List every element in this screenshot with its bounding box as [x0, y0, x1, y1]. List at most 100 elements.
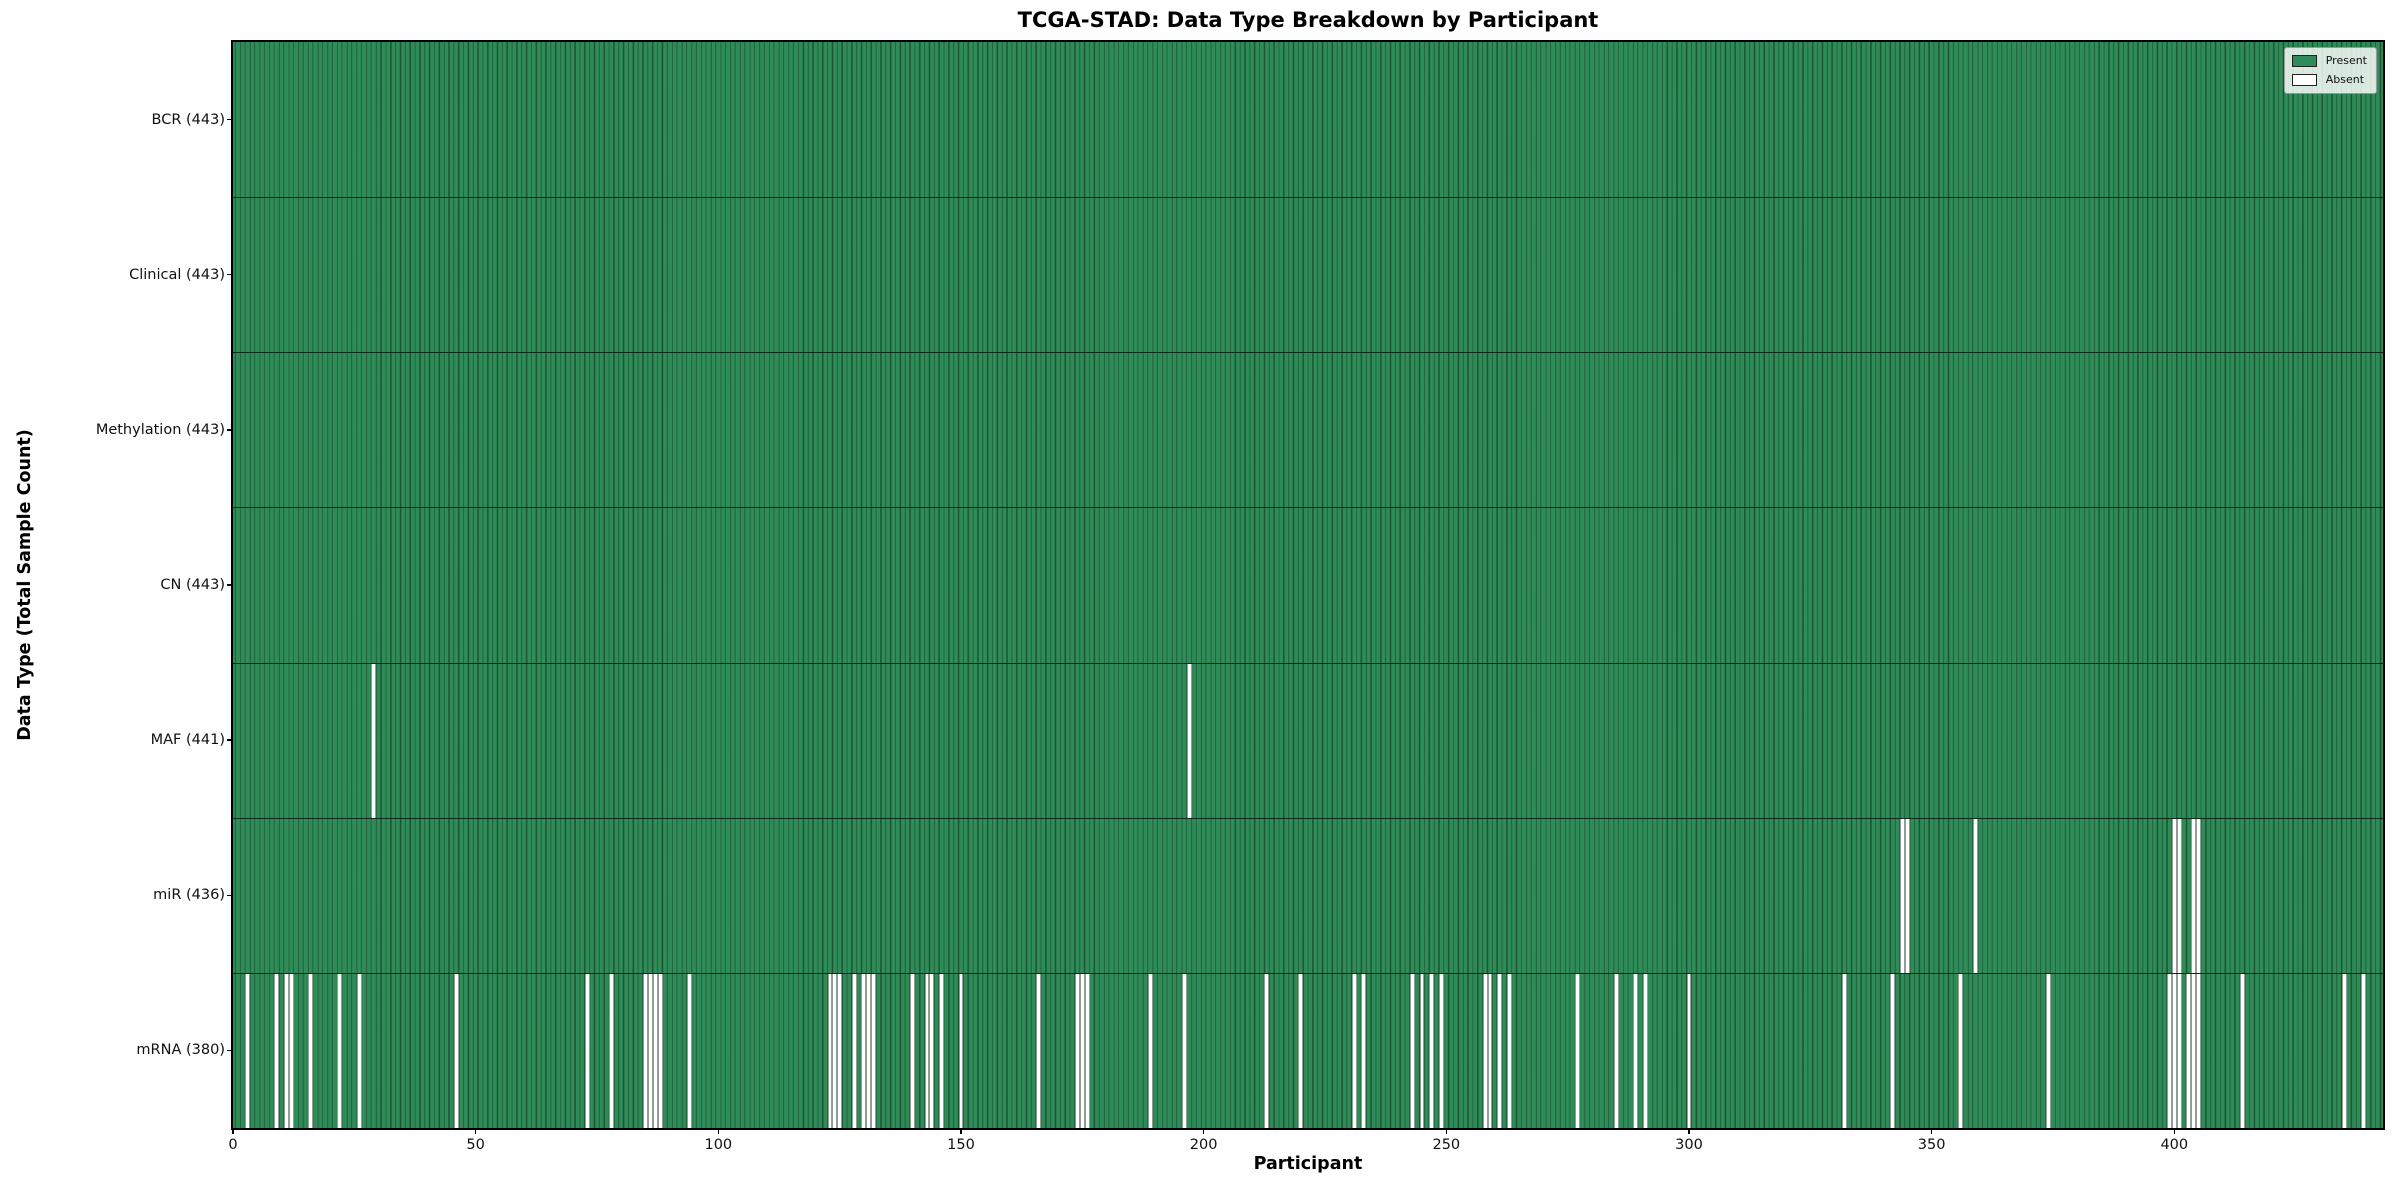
y-tick-mark — [227, 274, 233, 276]
absent-cell — [1361, 973, 1367, 1128]
absent-cell — [337, 973, 343, 1128]
absent-cell — [686, 973, 692, 1128]
x-tick-mark — [1445, 1128, 1447, 1134]
y-tick-label: Clinical (443) — [129, 266, 225, 283]
absent-cell — [1900, 818, 1905, 973]
y-tick-mark — [227, 1049, 233, 1052]
absent-cell — [939, 973, 944, 1128]
absent-cell — [647, 973, 653, 1128]
x-axis-label: Participant — [1253, 1154, 1363, 1174]
y-tick-label: BCR (443) — [151, 111, 226, 128]
absent-cell — [910, 973, 915, 1128]
absent-cell — [1497, 973, 1503, 1128]
heatmap-row-BCR — [233, 42, 2383, 197]
x-tick-label: 200 — [1189, 1137, 1218, 1153]
absent-cell — [1351, 973, 1357, 1128]
absent-cell — [837, 973, 843, 1128]
chart-title: TCGA-STAD: Data Type Breakdown by Partic… — [1017, 8, 1599, 32]
absent-cell — [2176, 973, 2182, 1128]
absent-cell — [2176, 818, 2182, 973]
absent-cell — [2171, 973, 2177, 1128]
y-tick-mark — [227, 584, 233, 586]
absent-cell — [2239, 973, 2245, 1128]
x-tick-label: 250 — [1432, 1137, 1461, 1153]
absent-cell — [1482, 973, 1488, 1128]
absent-cell — [308, 973, 314, 1128]
absent-cell — [832, 973, 838, 1128]
absent-cell — [1298, 973, 1304, 1128]
x-tick-mark — [2173, 1128, 2175, 1134]
absent-cell — [929, 973, 935, 1128]
x-tick-label: 400 — [2160, 1137, 2189, 1153]
absent-cell — [1958, 973, 1964, 1128]
legend-label: Absent — [2325, 73, 2365, 86]
absent-cell — [2191, 973, 2197, 1128]
absent-cell — [924, 973, 930, 1128]
x-tick-label: 50 — [466, 1137, 485, 1153]
absent-cell — [2186, 973, 2192, 1128]
absent-cell — [851, 973, 857, 1128]
x-tick-label: 350 — [1917, 1137, 1946, 1153]
heatmap-row-MAF — [233, 662, 2383, 818]
absent-cell — [1642, 973, 1648, 1128]
x-tick-label: 300 — [1675, 1137, 1703, 1153]
x-tick-label: 150 — [947, 1137, 975, 1153]
y-tick-label: MAF (441) — [150, 732, 225, 749]
absent-cell — [861, 973, 867, 1128]
absent-cell — [1181, 973, 1187, 1128]
legend: Present Absent — [2283, 47, 2377, 94]
x-tick-label: 100 — [704, 1137, 733, 1153]
x-tick-label: 0 — [228, 1137, 238, 1153]
absent-cell — [652, 973, 658, 1128]
absent-cell — [1439, 973, 1444, 1128]
absent-cell — [453, 973, 459, 1128]
y-tick-mark — [227, 429, 233, 431]
absent-cell — [2191, 818, 2197, 973]
x-tick-mark — [717, 1128, 720, 1134]
y-tick-label: Methylation (443) — [95, 421, 225, 438]
absent-cell — [2171, 818, 2177, 973]
x-tick-mark — [960, 1128, 962, 1134]
heatmap-row-Clinical — [233, 197, 2383, 352]
absent-cell — [1574, 973, 1580, 1128]
absent-cell — [245, 973, 250, 1128]
absent-cell — [866, 973, 872, 1128]
absent-cell — [609, 973, 614, 1128]
absent-cell — [584, 973, 590, 1128]
absent-cell — [283, 973, 289, 1128]
plot-area: Present Absent — [231, 40, 2385, 1130]
x-tick-mark — [1202, 1128, 1205, 1134]
absent-cell — [2361, 973, 2366, 1128]
absent-cell — [1633, 973, 1638, 1128]
absent-cell — [2045, 973, 2051, 1128]
legend-swatch-icon — [2291, 73, 2317, 86]
absent-cell — [1075, 973, 1080, 1128]
absent-cell — [1084, 973, 1090, 1128]
absent-cell — [356, 973, 362, 1128]
absent-cell — [871, 973, 877, 1128]
x-tick-mark — [1930, 1128, 1933, 1134]
y-tick-label: miR (436) — [153, 887, 225, 904]
y-tick-mark — [227, 118, 233, 121]
absent-cell — [827, 973, 833, 1128]
absent-cell — [643, 973, 648, 1128]
absent-cell — [1686, 973, 1692, 1128]
legend-swatch-icon — [2291, 54, 2317, 67]
absent-cell — [2196, 973, 2201, 1128]
absent-cell — [1079, 973, 1085, 1128]
absent-cell — [1419, 973, 1425, 1128]
heatmap-row-miR — [233, 817, 2383, 973]
absent-cell — [1036, 973, 1042, 1128]
absent-cell — [1890, 973, 1896, 1128]
x-tick-mark — [474, 1128, 477, 1134]
absent-cell — [1613, 973, 1619, 1128]
absent-cell — [1409, 973, 1415, 1128]
absent-cell — [1264, 973, 1270, 1128]
absent-cell — [1147, 973, 1153, 1128]
heatmap-row-mRNA — [233, 972, 2383, 1128]
absent-cell — [2167, 973, 2172, 1128]
absent-cell — [1841, 973, 1847, 1128]
legend-label: Present — [2325, 54, 2367, 67]
heatmap-row-CN — [233, 507, 2383, 662]
